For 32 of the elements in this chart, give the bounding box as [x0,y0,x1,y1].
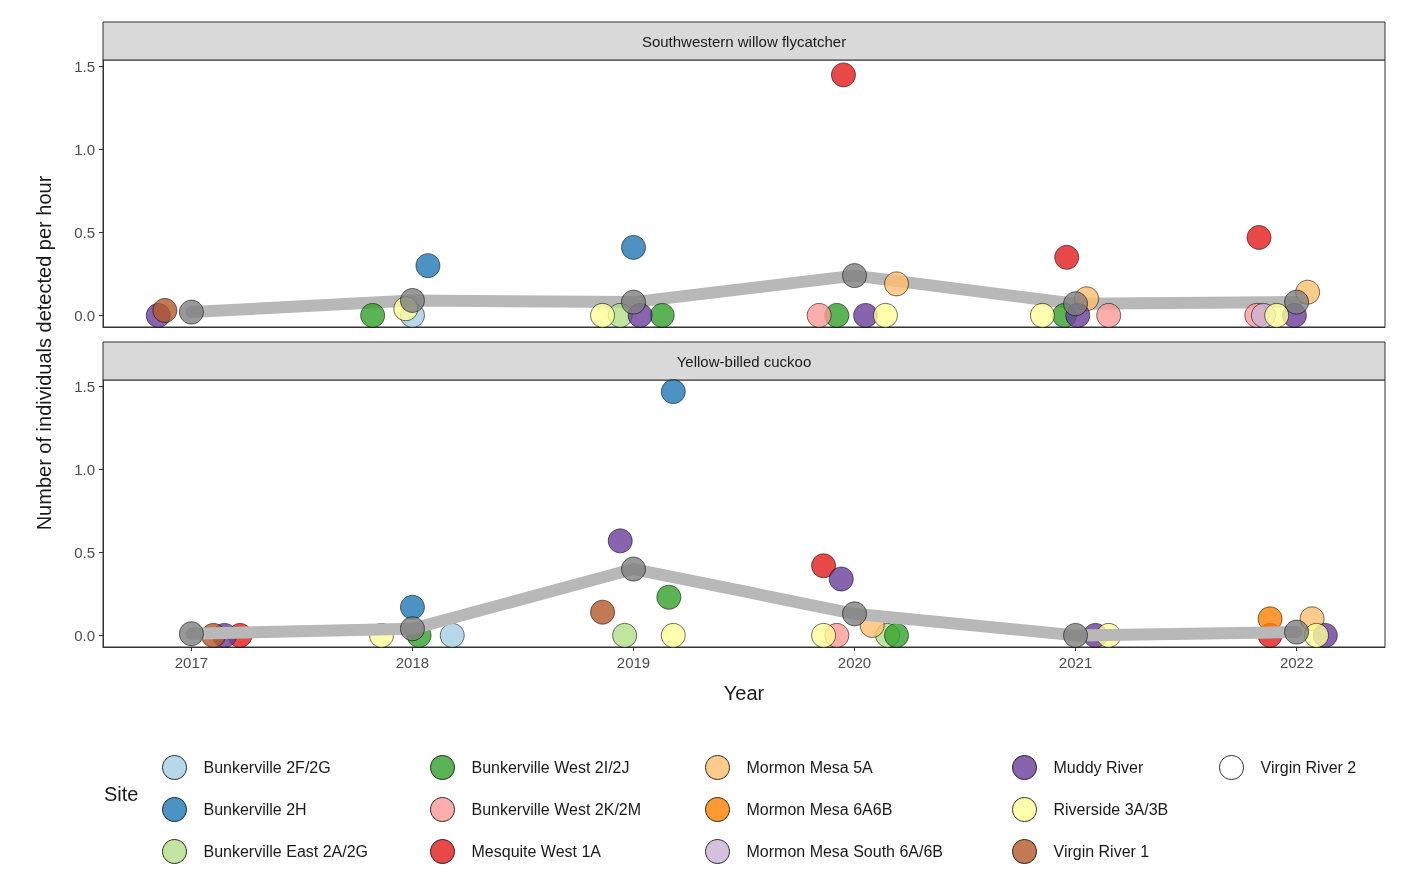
y-tick-label: 1.0 [74,461,95,479]
x-tick-label: 2020 [837,654,872,671]
legend-label: Riverside 3A/3B [1053,801,1169,818]
legend-label: Bunkerville 2H [203,801,307,818]
y-tick-label: 1.0 [74,141,95,159]
legend-label: Bunkerville 2F/2G [203,759,331,776]
x-axis-title: Year [723,682,765,704]
y-tick-label: 0.0 [74,626,95,644]
y-axis-title: Number of individuals detected per hour [32,175,56,531]
legend-label: Bunkerville East 2A/2G [203,843,369,860]
chart-title: Yellow-billed cuckoo [676,352,812,370]
x-tick-label: 2019 [616,654,651,671]
y-tick-label: 0.0 [74,306,95,324]
chart-title: Southwestern willow flycatcher [641,32,847,50]
legend-label: Mormon Mesa 5A [746,759,874,776]
x-tick-label: 2018 [395,654,430,671]
x-tick-label: 2022 [1279,654,1314,671]
legend-label: Mesquite West 1A [471,843,602,860]
x-tick-label: 2017 [174,654,209,671]
y-tick-label: 1.5 [74,58,95,76]
y-tick-label: 1.5 [74,378,95,396]
y-tick-label: 0.5 [74,543,95,561]
legend-label: Muddy River [1053,759,1144,776]
y-tick-label: 0.5 [74,223,95,241]
legend-label: Virgin River 1 [1053,843,1150,860]
legend-title: Site [104,783,139,805]
x-tick-label: 2021 [1058,654,1093,671]
legend-label: Mormon Mesa South 6A/6B [746,843,944,860]
legend-label: Bunkerville West 2I/2J [471,759,630,776]
legend-label: Bunkerville West 2K/2M [471,801,642,818]
legend-label: Mormon Mesa 6A6B [746,801,893,818]
legend-label: Virgin River 2 [1260,759,1357,776]
